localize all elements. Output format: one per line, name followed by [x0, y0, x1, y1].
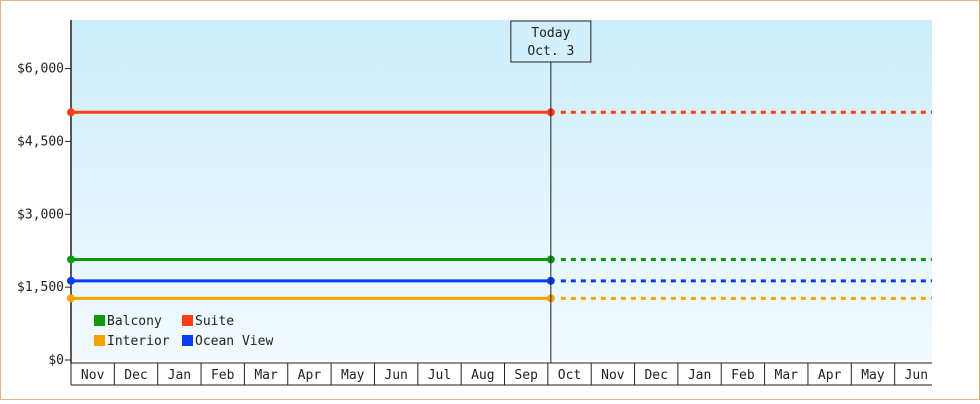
series-point — [67, 276, 75, 285]
x-tick-label: Feb — [731, 368, 755, 383]
legend-label: Balcony — [107, 314, 162, 329]
legend-swatch — [94, 335, 105, 346]
y-tick-label: $1,500 — [17, 280, 64, 295]
y-tick-label: $4,500 — [17, 134, 64, 149]
series-point — [67, 108, 75, 117]
x-tick-label: Aug — [471, 368, 494, 383]
today-label-box — [510, 20, 592, 63]
x-tick-label: Sep — [514, 368, 538, 383]
x-tick-label: Dec — [124, 368, 147, 383]
legend-label: Suite — [195, 314, 234, 329]
legend-swatch — [94, 315, 105, 326]
legend: Balcony Suite Interior Ocean View — [94, 314, 273, 349]
legend-swatch — [182, 335, 193, 346]
x-tick-label: Apr — [298, 368, 322, 383]
legend-label: Ocean View — [195, 334, 273, 349]
plot-area — [71, 20, 932, 360]
series-point — [67, 294, 75, 303]
x-tick-label: Mar — [775, 368, 799, 383]
series-point — [67, 255, 75, 264]
x-tick-label: Oct — [558, 368, 581, 383]
y-tick-label: $0 — [48, 353, 64, 368]
x-tick-label: Jun — [384, 368, 407, 383]
y-tick-label: $6,000 — [17, 62, 64, 77]
x-tick-label: May — [861, 368, 885, 383]
y-axis: $0 $1,500 $3,000 $4,500 $6,000 — [17, 20, 72, 368]
x-tick-label: May — [341, 368, 365, 383]
legend-swatch — [182, 315, 193, 326]
x-tick-label: Apr — [818, 368, 842, 383]
legend-label: Interior — [107, 334, 170, 349]
x-tick-label: Mar — [254, 368, 278, 383]
today-label: Today — [531, 26, 570, 41]
today-date-label: Oct. 3 — [527, 44, 574, 59]
x-axis: Nov Dec Jan Feb Mar Apr May Jun Jul Aug Sep Oct Nov D… — [70, 362, 932, 386]
x-tick-label: Dec — [644, 368, 667, 383]
x-tick-label: Jun — [905, 368, 928, 383]
series-lines — [67, 108, 932, 303]
x-tick-label: Feb — [211, 368, 235, 383]
today-marker: Today Oct. 3 — [510, 20, 592, 363]
x-tick-label: Jan — [688, 368, 711, 383]
x-tick-label: Nov — [601, 368, 625, 383]
x-tick-label: Jan — [168, 368, 191, 383]
x-tick-label: Nov — [81, 368, 105, 383]
x-tick-label: Jul — [428, 368, 451, 383]
y-tick-label: $3,000 — [17, 207, 64, 222]
